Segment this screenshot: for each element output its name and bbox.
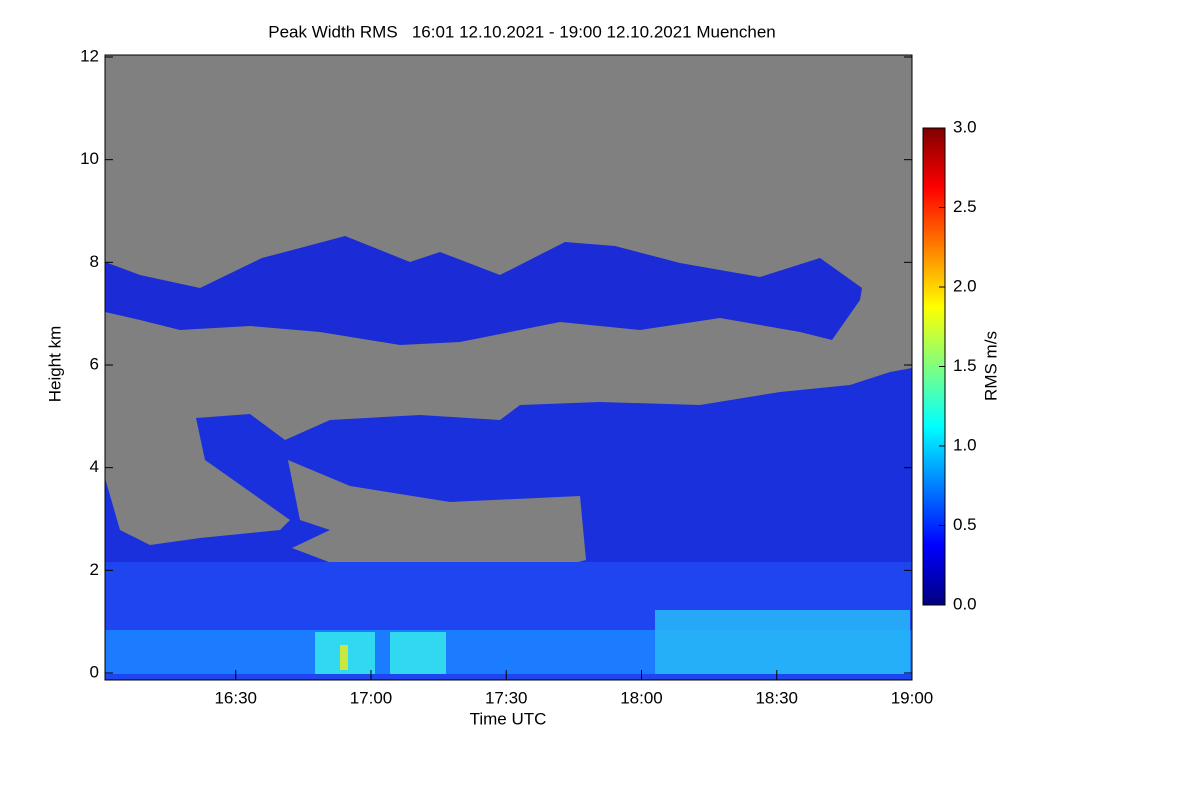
- y-tick-label: 0: [90, 662, 99, 681]
- x-tick-label: 18:00: [620, 688, 663, 707]
- y-tick-label: 4: [90, 457, 99, 476]
- colorbar-tick-label: 3.0: [953, 117, 977, 136]
- colorbar-tick-label: 0.5: [953, 515, 977, 534]
- y-axis-label: Height km: [45, 326, 64, 403]
- x-axis-label: Time UTC: [470, 709, 547, 728]
- x-tick-label: 17:00: [350, 688, 393, 707]
- colorbar-tick-label: 1.5: [953, 356, 977, 375]
- y-tick-label: 10: [80, 149, 99, 168]
- y-tick-label: 8: [90, 252, 99, 271]
- heatmap-image: [105, 55, 912, 680]
- x-tick-label: 18:30: [755, 688, 798, 707]
- colorbar-label: RMS m/s: [981, 331, 1000, 401]
- colorbar-tick-label: 1.0: [953, 435, 977, 454]
- y-tick-label: 12: [80, 46, 99, 65]
- x-tick-label: 17:30: [485, 688, 528, 707]
- x-tick-label: 19:00: [891, 688, 934, 707]
- chart-title: Peak Width RMS 16:01 12.10.2021 - 19:00 …: [268, 22, 776, 41]
- colorbar-tick-label: 2.5: [953, 197, 977, 216]
- y-tick-label: 6: [90, 354, 99, 373]
- y-tick-label: 2: [90, 560, 99, 579]
- colorbar-tick-label: 2.0: [953, 276, 977, 295]
- plot-frame: [104, 54, 913, 681]
- colorbar-tick-label: 0.0: [953, 594, 977, 613]
- x-tick-label: 16:30: [214, 688, 257, 707]
